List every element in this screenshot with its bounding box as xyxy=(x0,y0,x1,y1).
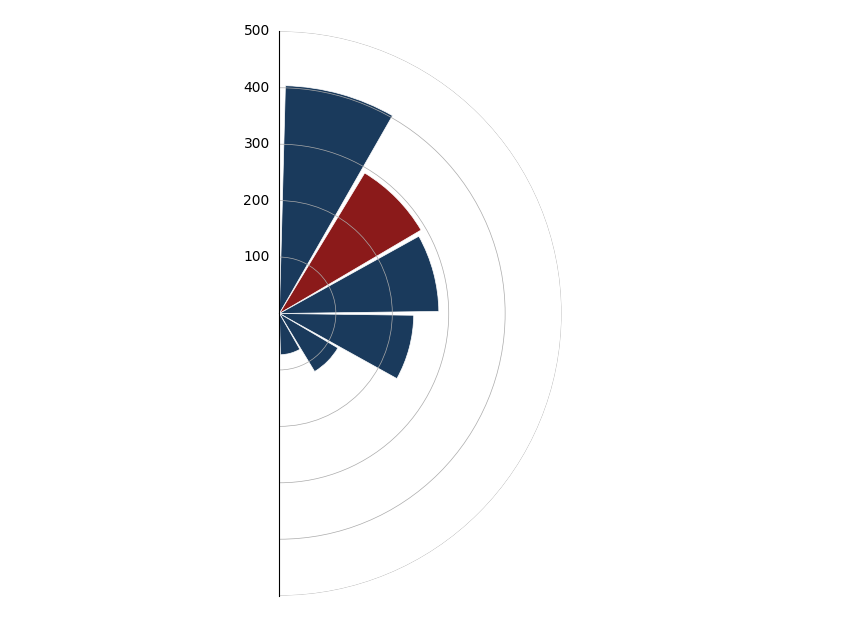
Bar xyxy=(279,236,439,314)
Bar xyxy=(279,314,338,372)
Bar xyxy=(279,173,421,314)
Bar xyxy=(279,314,414,379)
Bar xyxy=(279,314,300,355)
Bar xyxy=(279,86,393,314)
